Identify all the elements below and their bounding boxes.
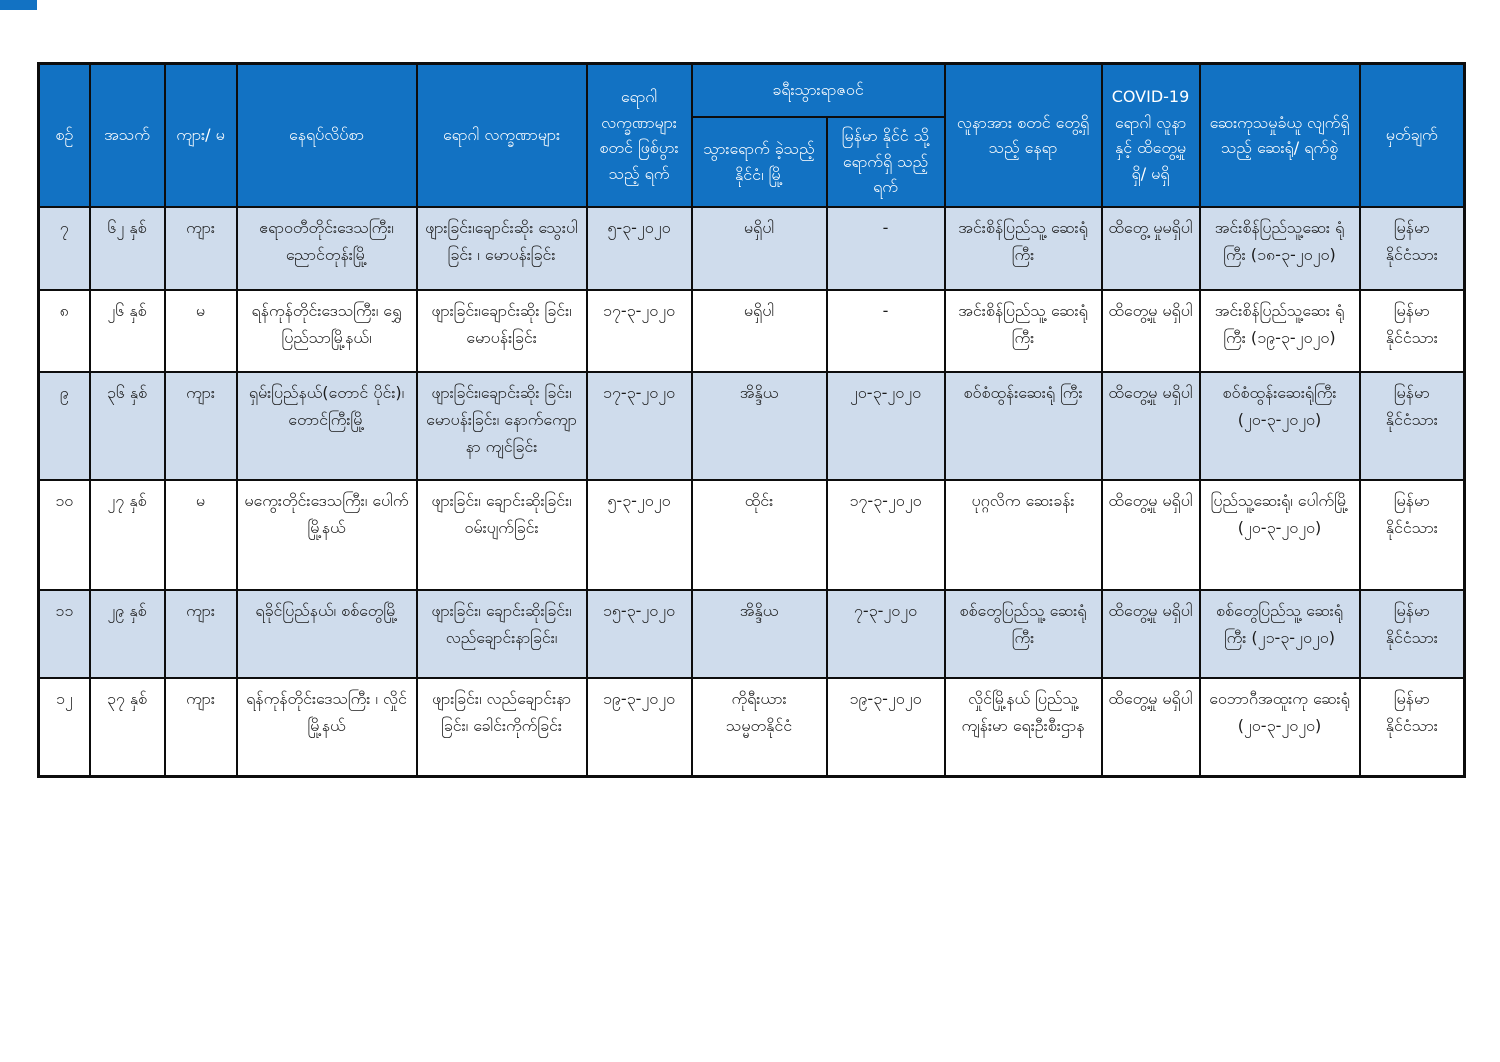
cell-hospital: အင်းစိန်ပြည်သူ့ဆေး ရုံကြီး (၁၈-၃-၂၀၂၀) — [1198, 205, 1361, 291]
cell-address: ရှမ်းပြည်နယ်(တောင် ပိုင်း)၊ တောင်ကြီးမြိ… — [235, 370, 418, 481]
cell-first-found-place: အင်းစိန်ပြည်သူ့ ဆေးရုံကြီး — [943, 288, 1103, 373]
header-row: စဉ် အသက် ကျား/ မ နေရပ်လိပ်စာ ရောဂါ လက္ခဏ… — [37, 62, 1466, 208]
cell-symptoms: ဖျားခြင်း၊ လည်ချောင်းနာခြင်း၊ ခေါင်းကိုက… — [415, 676, 588, 778]
cell-address: မကွေးတိုင်းဒေသကြီး၊ ပေါက်မြို့နယ် — [235, 478, 418, 591]
cell-symptoms: ဖျားခြင်း၊ချောင်းဆိုး သွေးပါခြင်း ၊ မောပ… — [415, 205, 588, 291]
col-header-arrival-date: မြန်မာ နိုင်ငံ သို့ ရောက်ရှိ သည့်ရက် — [825, 115, 946, 208]
cell-covid-contact: ထိတွေ့မှု မရှိပါ — [1100, 370, 1201, 481]
cell-serial: ၈ — [37, 288, 91, 373]
cell-visited-country: ထိုင်း — [690, 478, 828, 591]
cell-visited-country: မရှိပါ — [690, 288, 828, 373]
col-group-travel-history: ခရီးသွားရာဇဝင် — [690, 62, 946, 118]
cell-remark: မြန်မာ နိုင်ငံသား — [1358, 478, 1466, 591]
cell-remark: မြန်မာ နိုင်ငံသား — [1358, 676, 1466, 778]
col-header-age: အသက် — [88, 62, 166, 208]
cell-hospital: စဝ်စံထွန်းဆေးရုံကြီး (၂၀-၃-၂၀၂၀) — [1198, 370, 1361, 481]
col-header-remark: မှတ်ချက် — [1358, 62, 1466, 208]
cell-serial: ၁၀ — [37, 478, 91, 591]
cell-age: ၃၇ နှစ် — [88, 676, 166, 778]
covid-case-table: စဉ် အသက် ကျား/ မ နေရပ်လိပ်စာ ရောဂါ လက္ခဏ… — [37, 62, 1466, 778]
cell-sex: မ — [163, 288, 238, 373]
cell-arrival-date: - — [825, 288, 946, 373]
cell-visited-country: အိန္ဒိယ — [690, 370, 828, 481]
cell-symptoms: ဖျားခြင်း၊ချောင်းဆိုး ခြင်း၊မောပန်းခြင်း… — [415, 370, 588, 481]
table-row: ၈ ၂၆ နှစ် မ ရန်ကုန်တိုင်းဒေသကြီး၊ ရွှေပြ… — [37, 288, 1466, 373]
cell-remark: မြန်မာ နိုင်ငံသား — [1358, 370, 1466, 481]
cell-remark: မြန်မာ နိုင်ငံသား — [1358, 288, 1466, 373]
col-header-address: နေရပ်လိပ်စာ — [235, 62, 418, 208]
cell-covid-contact: ထိတွေ့မှု မရှိပါ — [1100, 478, 1201, 591]
cell-hospital: ဝေဘာဂီအထူးကု ဆေးရုံ (၂၀-၃-၂၀၂၀) — [1198, 676, 1361, 778]
col-header-first-found-place: လူနာအား စတင် တွေ့ရှိသည့် နေရာ — [943, 62, 1103, 208]
page-corner-mark — [0, 0, 37, 10]
cell-arrival-date: ၁၇-၃-၂၀၂၀ — [825, 478, 946, 591]
table-row: ၁၂ ၃၇ နှစ် ကျား ရန်ကုန်တိုင်းဒေသကြီး ၊ လ… — [37, 676, 1466, 778]
cell-serial: ၁၂ — [37, 676, 91, 778]
col-header-covid-contact: COVID-19 ရောဂါ လူနာနှင့် ထိတွေ့မှု ရှိ/ … — [1100, 62, 1201, 208]
col-header-hospital: ဆေးကုသမှုခံယူ လျက်ရှိသည့် ဆေးရုံ/ ရက်စွဲ — [1198, 62, 1361, 208]
cell-age: ၂၆ နှစ် — [88, 288, 166, 373]
cell-serial: ၁၁ — [37, 588, 91, 679]
cell-symptoms: ဖျားခြင်း၊ ချောင်းဆိုးခြင်း၊ ဝမ်းပျက်ခြင… — [415, 478, 588, 591]
cell-age: ၂၇ နှစ် — [88, 478, 166, 591]
col-header-onset-date: ရောဂါ လက္ခဏာများ စတင် ဖြစ်ပွားသည့် ရက် — [585, 62, 693, 208]
cell-arrival-date: ၁၉-၃-၂၀၂၀ — [825, 676, 946, 778]
cell-serial: ၉ — [37, 370, 91, 481]
cell-address: ရန်ကုန်တိုင်းဒေသကြီး၊ ရွှေပြည်သာမြို့နယ်… — [235, 288, 418, 373]
cell-hospital: ပြည်သူ့ဆေးရုံ၊ ပေါက်မြို့ (၂၀-၃-၂၀၂၀) — [1198, 478, 1361, 591]
cell-arrival-date: ၇-၃-၂၀၂၀ — [825, 588, 946, 679]
cell-sex: ကျား — [163, 588, 238, 679]
col-header-visited-country: သွားရောက် ခဲ့သည့် နိုင်ငံ၊ မြို့ — [690, 115, 828, 208]
cell-covid-contact: ထိတွေ့မှု မရှိပါ — [1100, 288, 1201, 373]
table-row: ၇ ၆၂ နှစ် ကျား ဧရာဝတီတိုင်းဒေသကြီး၊ ညောင… — [37, 205, 1466, 291]
cell-onset-date: ၁၅-၃-၂၀၂၀ — [585, 588, 693, 679]
cell-covid-contact: ထိတွေ့ မှုမရှိပါ — [1100, 205, 1201, 291]
cell-onset-date: ၅-၃-၂၀၂၀ — [585, 478, 693, 591]
cell-onset-date: ၁၉-၃-၂၀၂၀ — [585, 676, 693, 778]
cell-visited-country: မရှိပါ — [690, 205, 828, 291]
table-row: ၉ ၃၆ နှစ် ကျား ရှမ်းပြည်နယ်(တောင် ပိုင်း… — [37, 370, 1466, 481]
cell-hospital: အင်းစိန်ပြည်သူ့ဆေး ရုံကြီး (၁၉-၃-၂၀၂၀) — [1198, 288, 1361, 373]
cell-sex: ကျား — [163, 676, 238, 778]
cell-visited-country: အိန္ဒိယ — [690, 588, 828, 679]
table-row: ၁၁ ၂၉ နှစ် ကျား ရခိုင်ပြည်နယ်၊ စစ်တွေမြိ… — [37, 588, 1466, 679]
cell-remark: မြန်မာ နိုင်ငံသား — [1358, 588, 1466, 679]
cell-first-found-place: အင်းစိန်ပြည်သူ့ ဆေးရုံကြီး — [943, 205, 1103, 291]
cell-covid-contact: ထိတွေ့မှု မရှိပါ — [1100, 676, 1201, 778]
cell-sex: မ — [163, 478, 238, 591]
cell-onset-date: ၅-၃-၂၀၂၀ — [585, 205, 693, 291]
cell-arrival-date: ၂၀-၃-၂၀၂၀ — [825, 370, 946, 481]
cell-address: ဧရာဝတီတိုင်းဒေသကြီး၊ ညောင်တုန်းမြို့ — [235, 205, 418, 291]
cell-age: ၃၆ နှစ် — [88, 370, 166, 481]
cell-covid-contact: ထိတွေ့မှု မရှိပါ — [1100, 588, 1201, 679]
cell-arrival-date: - — [825, 205, 946, 291]
cell-address: ရန်ကုန်တိုင်းဒေသကြီး ၊ လှိုင်မြို့နယ် — [235, 676, 418, 778]
cell-remark: မြန်မာ နိုင်ငံသား — [1358, 205, 1466, 291]
cell-age: ၆၂ နှစ် — [88, 205, 166, 291]
col-header-sex: ကျား/ မ — [163, 62, 238, 208]
cell-serial: ၇ — [37, 205, 91, 291]
col-header-symptoms: ရောဂါ လက္ခဏာများ — [415, 62, 588, 208]
cell-onset-date: ၁၇-၃-၂၀၂၀ — [585, 370, 693, 481]
cell-sex: ကျား — [163, 205, 238, 291]
cell-first-found-place: စဝ်စံထွန်းဆေးရုံ ကြီး — [943, 370, 1103, 481]
cell-first-found-place: လှိုင်မြို့နယ် ပြည်သူ့ကျန်းမာ ရေးဦးစီးဌာ… — [943, 676, 1103, 778]
cell-symptoms: ဖျားခြင်း၊ချောင်းဆိုး ခြင်း၊မောပန်းခြင်း — [415, 288, 588, 373]
col-header-serial: စဉ် — [37, 62, 91, 208]
cell-address: ရခိုင်ပြည်နယ်၊ စစ်တွေမြို့ — [235, 588, 418, 679]
cell-sex: ကျား — [163, 370, 238, 481]
cell-visited-country: ကိုရီးယား သမ္မတနိုင်ငံ — [690, 676, 828, 778]
cell-first-found-place: ပုဂ္ဂလိက ဆေးခန်း — [943, 478, 1103, 591]
subheader-row: သွားရောက် ခဲ့သည့် နိုင်ငံ၊ မြို့ မြန်မာ … — [39, 115, 1465, 208]
cell-age: ၂၉ နှစ် — [88, 588, 166, 679]
cell-hospital: စစ်တွေပြည်သူ့ ဆေးရုံကြီး (၂၁-၃-၂၀၂၀) — [1198, 588, 1361, 679]
cell-symptoms: ဖျားခြင်း၊ ချောင်းဆိုးခြင်း၊ လည်ချောင်းန… — [415, 588, 588, 679]
table-row: ၁၀ ၂၇ နှစ် မ မကွေးတိုင်းဒေသကြီး၊ ပေါက်မြ… — [37, 478, 1466, 591]
cell-onset-date: ၁၇-၃-၂၀၂၀ — [585, 288, 693, 373]
cell-first-found-place: စစ်တွေပြည်သူ့ ဆေးရုံကြီး — [943, 588, 1103, 679]
